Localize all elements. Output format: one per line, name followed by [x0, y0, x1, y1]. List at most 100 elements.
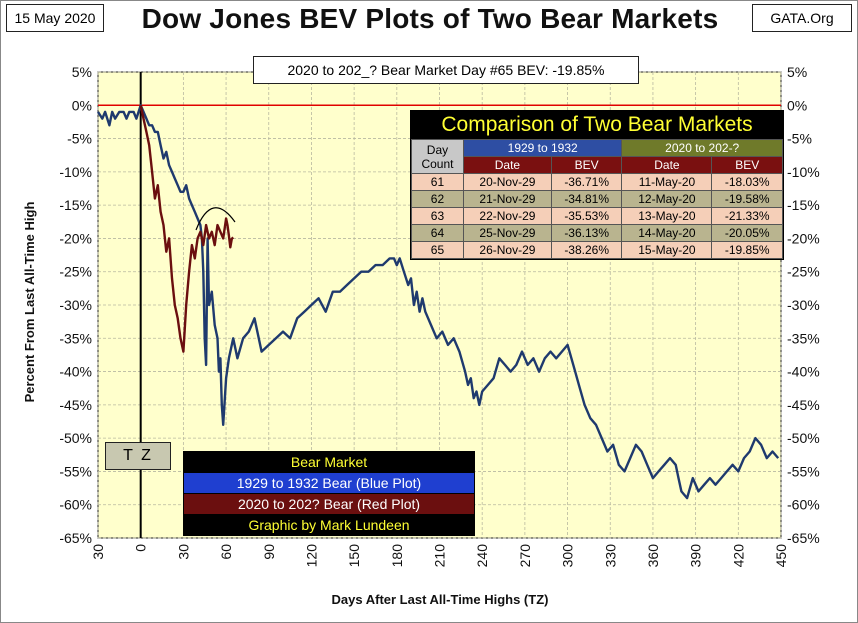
- x-tick-label: 330: [602, 544, 618, 568]
- cell-a-bev: -36.13%: [550, 224, 623, 242]
- y-ticks-left: 5% 0% -5% -10% -15% -20% -25% -30% -35% -40% -45% -…: [59, 64, 92, 546]
- x-tick-label: 30: [175, 544, 191, 560]
- cell-b-date: 13-May-20: [621, 207, 713, 225]
- cell-day: 63: [411, 207, 464, 225]
- col-bev-a: BEV: [550, 156, 623, 174]
- cell-a-date: 21-Nov-29: [462, 190, 552, 208]
- cell-day: 61: [411, 173, 464, 191]
- y-tick-label-right: -5%: [787, 131, 812, 147]
- chart-subtitle: 2020 to 202_? Bear Market Day #65 BEV: -…: [253, 56, 639, 84]
- cell-a-bev: -38.26%: [550, 241, 623, 259]
- legend-heading: Bear Market: [184, 452, 474, 473]
- chart-title: Dow Jones BEV Plots of Two Bear Markets: [141, 3, 719, 34]
- comparison-table: Comparison of Two Bear Markets Day Count…: [410, 110, 784, 260]
- y-axis-label: Percent From Last All-Time High: [22, 202, 37, 403]
- y-tick-label-right: -15%: [787, 197, 820, 213]
- x-ticks: 30 0 30 60 90 120 150 180 210 240 270 300 330 360 390 4…: [90, 544, 789, 568]
- y-tick-label-left: -30%: [59, 297, 92, 313]
- y-tick-label-left: -35%: [59, 330, 92, 346]
- group-2020-header: 2020 to 202-?: [621, 139, 783, 157]
- y-tick-label-right: 5%: [787, 64, 807, 80]
- y-tick-label-right: -50%: [787, 430, 820, 446]
- x-tick-label: 150: [346, 544, 362, 568]
- cell-b-date: 12-May-20: [621, 190, 713, 208]
- legend-credit: Graphic by Mark Lundeen: [184, 515, 474, 535]
- x-tick-label: 390: [688, 544, 704, 568]
- x-tick-label: 300: [560, 544, 576, 568]
- day-count-line-1: Day: [426, 142, 449, 157]
- table-row: 65 26-Nov-29 -38.26% 15-May-20 -19.85%: [411, 241, 783, 259]
- cell-b-bev: -18.03%: [711, 173, 783, 191]
- y-tick-label-right: -25%: [787, 264, 820, 280]
- series-line-1929: [96, 104, 780, 500]
- date-label: 15 May 2020: [6, 4, 104, 32]
- x-tick-label: 210: [432, 544, 448, 568]
- y-tick-label-right: -30%: [787, 297, 820, 313]
- y-tick-label-right: -45%: [787, 397, 820, 413]
- y-tick-label-left: -65%: [59, 530, 92, 546]
- y-tick-label-left: -20%: [59, 230, 92, 246]
- legend-red-series: 2020 to 202? Bear (Red Plot): [184, 494, 474, 515]
- cell-a-date: 26-Nov-29: [462, 241, 552, 259]
- cell-a-date: 22-Nov-29: [462, 207, 552, 225]
- table-row: 63 22-Nov-29 -35.53% 13-May-20 -21.33%: [411, 207, 783, 225]
- y-tick-label-right: -40%: [787, 364, 820, 380]
- x-tick-label: 420: [730, 544, 746, 568]
- y-tick-label-right: -10%: [787, 164, 820, 180]
- y-tick-label-right: -60%: [787, 497, 820, 513]
- y-tick-label-left: -45%: [59, 397, 92, 413]
- y-tick-label-left: 5%: [72, 64, 92, 80]
- cell-b-bev: -19.85%: [711, 241, 783, 259]
- day-count-line-2: Count: [421, 156, 454, 171]
- legend: Bear Market 1929 to 1932 Bear (Blue Plot…: [183, 451, 475, 536]
- cell-a-date: 25-Nov-29: [462, 224, 552, 242]
- y-tick-label-right: -65%: [787, 530, 820, 546]
- col-date-a: Date: [462, 156, 552, 174]
- cell-b-bev: -19.58%: [711, 190, 783, 208]
- cell-day: 64: [411, 224, 464, 242]
- cell-day: 62: [411, 190, 464, 208]
- x-tick-label: 270: [517, 544, 533, 568]
- y-tick-label-left: -25%: [59, 264, 92, 280]
- table-row: 62 21-Nov-29 -34.81% 12-May-20 -19.58%: [411, 190, 783, 208]
- comparison-title: Comparison of Two Bear Markets: [441, 113, 753, 136]
- y-tick-label-left: -15%: [59, 197, 92, 213]
- cell-a-bev: -36.71%: [550, 173, 623, 191]
- series-line-2020: [139, 105, 235, 353]
- site-label: GATA.Org: [752, 4, 852, 32]
- day-count-header: Day Count: [411, 139, 464, 174]
- y-tick-label-left: -55%: [59, 463, 92, 479]
- y-tick-label-left: 0%: [72, 97, 92, 113]
- y-tick-label-right: 0%: [787, 97, 807, 113]
- cell-a-date: 20-Nov-29: [462, 173, 552, 191]
- cell-a-bev: -35.53%: [550, 207, 623, 225]
- x-tick-label: 0: [133, 544, 149, 552]
- cell-b-date: 15-May-20: [621, 241, 713, 259]
- y-tick-label-right: -35%: [787, 330, 820, 346]
- x-tick-label: 90: [261, 544, 277, 560]
- y-ticks-right: 5% 0% -5% -10% -15% -20% -25% -30% -35% -40% -45% -…: [787, 64, 820, 546]
- x-tick-label: 240: [474, 544, 490, 568]
- comparison-grid: Day Count 1929 to 1932 2020 to 202-? Dat…: [411, 139, 783, 259]
- y-tick-label-left: -40%: [59, 364, 92, 380]
- cell-b-bev: -20.05%: [711, 224, 783, 242]
- x-tick-label: 450: [773, 544, 789, 568]
- y-tick-label-left: -60%: [59, 497, 92, 513]
- cell-b-date: 14-May-20: [621, 224, 713, 242]
- y-tick-label-left: -5%: [67, 131, 92, 147]
- x-tick-label: 180: [389, 544, 405, 568]
- group-1929-header: 1929 to 1932: [462, 139, 623, 157]
- cell-a-bev: -34.81%: [550, 190, 623, 208]
- table-row: 64 25-Nov-29 -36.13% 14-May-20 -20.05%: [411, 224, 783, 242]
- x-tick-label: 60: [218, 544, 234, 560]
- y-tick-label-right: -20%: [787, 230, 820, 246]
- x-axis-label: Days After Last All-Time Highs (TZ): [332, 592, 549, 607]
- series-layer: [96, 104, 780, 500]
- cell-b-date: 11-May-20: [621, 173, 713, 191]
- x-tick-label: 120: [303, 544, 319, 568]
- y-tick-label-left: -50%: [59, 430, 92, 446]
- col-bev-b: BEV: [711, 156, 783, 174]
- legend-blue-series: 1929 to 1932 Bear (Blue Plot): [184, 473, 474, 494]
- arc-annotation: [195, 207, 236, 231]
- cell-b-bev: -21.33%: [711, 207, 783, 225]
